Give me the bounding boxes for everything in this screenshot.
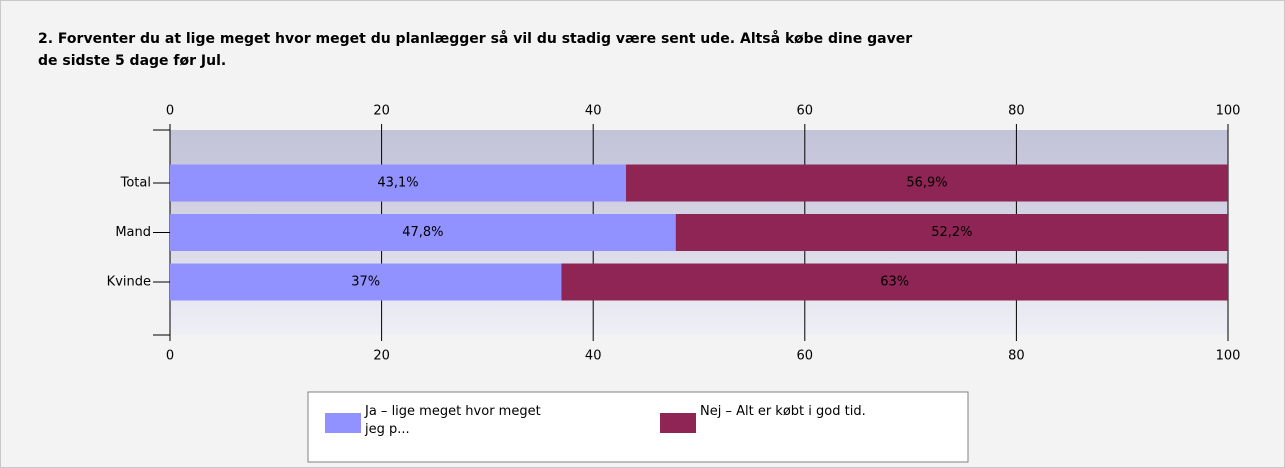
bar-segment bbox=[170, 214, 676, 251]
legend-label: Ja – lige meget hvor meget jeg p... bbox=[365, 404, 541, 437]
value-label: 43,1% bbox=[377, 176, 418, 191]
y-tick-label: Kvinde bbox=[107, 275, 151, 290]
x-tick-label-top: 80 bbox=[1008, 104, 1025, 119]
x-tick-label-bottom: 40 bbox=[585, 349, 602, 364]
legend-label: Nej – Alt er købt i god tid. bbox=[700, 404, 866, 419]
x-tick-label-bottom: 20 bbox=[373, 349, 390, 364]
bar-segment bbox=[170, 164, 626, 202]
x-tick-label-top: 60 bbox=[797, 104, 814, 119]
x-tick-label-top: 100 bbox=[1216, 104, 1241, 119]
bar-segment bbox=[170, 263, 562, 301]
bar-segment bbox=[561, 263, 1228, 301]
value-label: 47,8% bbox=[402, 225, 443, 240]
x-tick-label-bottom: 100 bbox=[1216, 349, 1241, 364]
legend-swatch bbox=[660, 413, 696, 433]
value-label: 52,2% bbox=[931, 225, 972, 240]
value-label: 63% bbox=[880, 275, 909, 290]
legend-box bbox=[307, 391, 969, 463]
value-label: 37% bbox=[351, 275, 380, 290]
value-label: 56,9% bbox=[906, 176, 947, 191]
chart-title: 2. Forventer du at lige meget hvor meget… bbox=[38, 31, 913, 69]
y-tick-label: Total bbox=[120, 176, 151, 191]
bar-segment bbox=[625, 164, 1228, 202]
x-tick-label-bottom: 60 bbox=[797, 349, 814, 364]
legend-swatch bbox=[325, 413, 361, 433]
x-tick-label-bottom: 0 bbox=[166, 349, 174, 364]
x-tick-label-top: 20 bbox=[373, 104, 390, 119]
y-tick-label: Mand bbox=[115, 225, 151, 240]
x-tick-label-bottom: 80 bbox=[1008, 349, 1025, 364]
x-tick-label-top: 40 bbox=[585, 104, 602, 119]
x-tick-label-top: 0 bbox=[166, 104, 174, 119]
bar-segment bbox=[675, 214, 1228, 251]
